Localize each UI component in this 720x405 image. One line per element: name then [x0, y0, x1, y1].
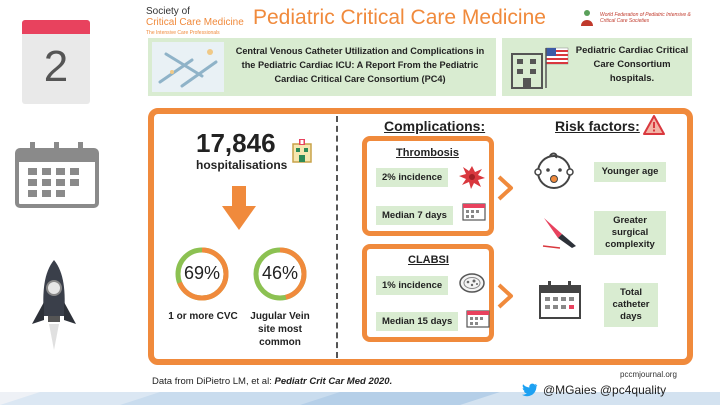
clot-icon — [459, 166, 485, 189]
down-arrow-icon — [222, 186, 256, 230]
cvc-percent-ring — [175, 247, 229, 301]
us-hospital-icon — [511, 47, 569, 89]
slide-number: 2 — [43, 42, 69, 91]
thrombosis-title: Thrombosis — [396, 147, 459, 159]
thrombosis-median: Median 7 days — [376, 206, 453, 225]
slide-number-card-top — [22, 20, 90, 34]
jugular-percent: 46% — [261, 263, 299, 283]
citation-journal: Pediatr Crit Car Med 2020. — [274, 376, 393, 387]
chevron-right-icon — [497, 283, 513, 309]
org-tagline: The Intensive Care Professionals — [146, 30, 220, 36]
hospital-icon — [292, 139, 312, 163]
journal-url: pccmjournal.org — [620, 370, 677, 379]
paper-title: Central Venous Catheter Utilization and … — [235, 46, 485, 84]
hospitalisation-label: hospitalisations — [196, 158, 288, 172]
cvc-percent: 69% — [183, 263, 221, 283]
syringes-image-icon — [152, 42, 224, 92]
sccm-logo: Society of Critical Care Medicine The In… — [146, 6, 246, 39]
clabsi-title: CLABSI — [408, 254, 449, 266]
social-handles-text: @MGaies @pc4quality — [543, 383, 667, 397]
org-line-2: Critical Care Medicine — [146, 17, 244, 28]
mini-calendar-icon — [462, 203, 486, 221]
risk-factors-heading: Risk factors: — [555, 118, 640, 134]
jugular-caption: Jugular Vein site most common — [250, 311, 310, 348]
wfpiccs-emblem-icon — [581, 10, 593, 26]
scalpel-icon — [542, 218, 576, 249]
clabsi-median: Median 15 days — [376, 312, 459, 331]
clabsi-incidence: 1% incidence — [376, 276, 449, 295]
twitter-bird-icon — [522, 383, 538, 397]
baby-face-icon — [534, 152, 574, 189]
thrombosis-incidence: 2% incidence — [376, 168, 449, 187]
paper-banner: Central Venous Catheter Utilization and … — [148, 38, 496, 96]
mini-calendar-icon — [466, 310, 490, 328]
journal-title: Pediatric Critical Care Medicine — [253, 6, 546, 29]
warning-icon — [643, 115, 665, 135]
hospitals-text: Pediatric Cardiac Critical Care Consorti… — [575, 45, 689, 84]
cvc-caption: 1 or more CVC — [168, 311, 238, 322]
hospitalisation-count: 17,846 — [196, 128, 276, 158]
complications-heading: Complications: — [384, 118, 486, 134]
slide-number-card: 2 — [22, 20, 90, 104]
social-handles: @MGaies @pc4quality — [522, 383, 666, 397]
calendar-icon — [15, 142, 99, 208]
risk-factor-catheter-days: Total catheter days — [604, 283, 658, 327]
citation: Data from DiPietro LM, et al: Pediatr Cr… — [152, 376, 392, 387]
risk-factor-age: Younger age — [594, 162, 666, 182]
rocket-icon — [32, 260, 76, 350]
chevron-right-icon — [497, 175, 513, 201]
citation-prefix: Data from DiPietro LM, et al: — [152, 376, 275, 387]
calendar-days-icon — [539, 281, 581, 319]
wfpiccs-logo: World Federation of Pediatric Intensive … — [578, 8, 708, 28]
partner-line-2: Critical Care Societies — [600, 18, 650, 24]
section-divider — [336, 116, 338, 358]
hospitals-banner: Pediatric Cardiac Critical Care Consorti… — [502, 38, 692, 96]
jugular-percent-ring — [253, 247, 307, 301]
risk-factor-complexity: Greater surgical complexity — [594, 211, 666, 255]
partner-line-1: World Federation of Pediatric Intensive … — [600, 12, 691, 18]
org-line-1: Society of — [146, 6, 190, 17]
petri-dish-icon — [459, 273, 485, 293]
